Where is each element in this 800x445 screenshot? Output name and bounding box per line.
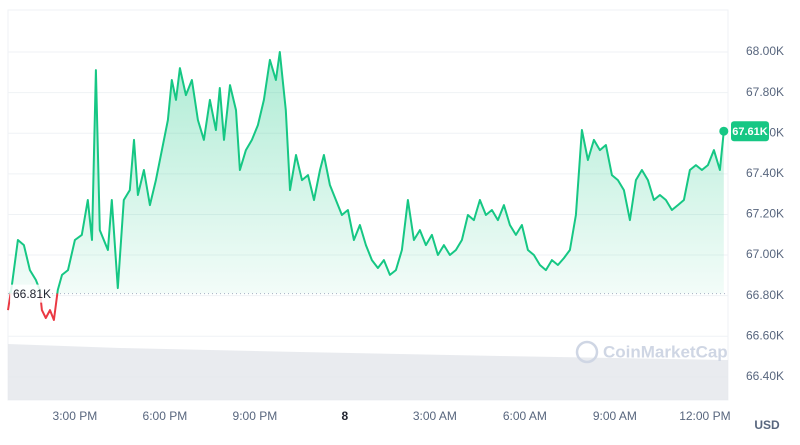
x-tick-label: 3:00 PM [53,409,98,423]
y-tick-label: 67.80K [746,85,784,99]
watermark: CoinMarketCap [575,340,728,364]
y-tick-label: 66.80K [746,288,784,302]
y-tick-label: 66.60K [746,328,784,342]
x-tick-label: 12:00 PM [679,409,730,423]
current-price-label: 67.61K [732,126,768,138]
x-tick-label: 6:00 AM [503,409,547,423]
y-tick-label: 68.00K [746,44,784,58]
y-tick-label: 67.40K [746,166,784,180]
last-point [719,126,729,136]
current-price-tag [731,121,769,142]
y-tick-label: 66.40K [746,369,784,383]
x-tick-label: 6:00 PM [143,409,188,423]
x-tick-label: 3:00 AM [413,409,457,423]
y-tick-label: 67.20K [746,207,784,221]
price-line [7,51,725,321]
x-tick-label: 8 [342,409,349,423]
watermark-text: CoinMarketCap [603,342,728,361]
currency-label: USD [754,418,780,432]
x-tick-label: 9:00 AM [593,409,637,423]
reference-label: 66.81K [13,287,51,301]
watermark-logo [575,340,599,364]
reference-label-bg [10,284,52,303]
price-area [10,52,724,294]
y-tick-label: 67.00K [746,247,784,261]
x-tick-label: 9:00 PM [233,409,278,423]
volume-area [8,344,728,400]
